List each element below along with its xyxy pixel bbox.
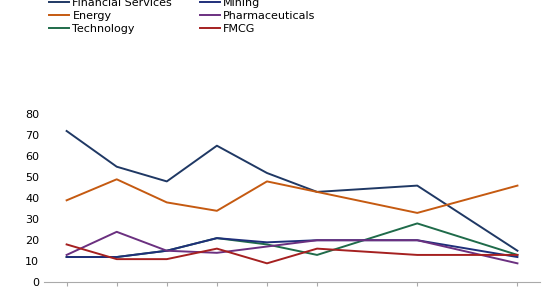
Legend: Financial Services, Energy, Technology, Mining, Pharmaceuticals, FMCG: Financial Services, Energy, Technology, …	[45, 0, 320, 39]
